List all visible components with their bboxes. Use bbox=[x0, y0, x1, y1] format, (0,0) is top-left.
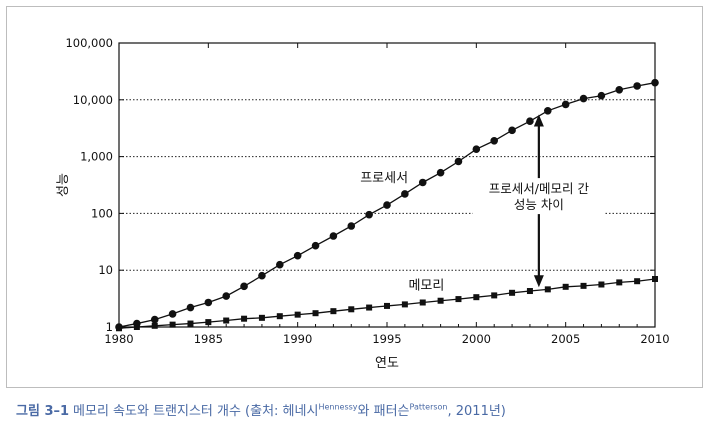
memory-point bbox=[544, 286, 551, 293]
y-tick-label: 100,000 bbox=[65, 36, 113, 50]
processor-point bbox=[544, 107, 552, 115]
gap-label-bg bbox=[472, 178, 605, 215]
caption-text-before: 메모리 속도와 트랜지스터 개수 (출처: 헤네시 bbox=[73, 404, 319, 419]
processor-point bbox=[347, 222, 356, 230]
processor-point bbox=[311, 241, 320, 250]
processor-point bbox=[365, 210, 373, 219]
memory-point bbox=[151, 322, 158, 329]
processor-point bbox=[293, 251, 302, 260]
caption-sup-hennessy: Hennessy bbox=[318, 402, 358, 412]
gap-label-line2: 성능 차이 bbox=[514, 197, 564, 212]
memory-point bbox=[223, 317, 230, 324]
caption-text-after: , 2011년) bbox=[447, 404, 506, 419]
processor-point bbox=[204, 298, 213, 307]
processor-point bbox=[472, 145, 481, 153]
caption-sup-patterson: Patterson bbox=[409, 402, 448, 412]
memory-point bbox=[580, 282, 587, 289]
memory-point bbox=[330, 308, 337, 315]
y-tick-label: 1 bbox=[106, 320, 113, 334]
processor-point bbox=[401, 190, 409, 198]
memory-point bbox=[491, 292, 498, 299]
gap-arrow-head-down bbox=[533, 275, 544, 288]
caption-figure-label: 그림 3–1 bbox=[16, 404, 70, 419]
memory-point bbox=[276, 313, 283, 320]
memory-point bbox=[509, 289, 516, 296]
processor-point bbox=[150, 315, 159, 324]
memory-point bbox=[473, 294, 480, 301]
y-tick-label: 10,000 bbox=[73, 93, 113, 107]
gap-label-line1: 프로세서/메모리 간 bbox=[489, 181, 590, 196]
y-tick-label: 100 bbox=[91, 206, 113, 220]
x-tick-label: 2000 bbox=[462, 332, 491, 346]
processor-point bbox=[597, 91, 606, 100]
processor-point bbox=[651, 78, 659, 87]
memory-point bbox=[562, 283, 569, 290]
y-axis-label: 성능 bbox=[56, 173, 71, 197]
x-tick-label: 1990 bbox=[283, 332, 312, 346]
y-tick-label: 10 bbox=[98, 263, 113, 277]
memory-point bbox=[366, 304, 373, 311]
processor-point bbox=[258, 271, 266, 280]
processor-point bbox=[222, 292, 230, 300]
memory-point bbox=[258, 314, 265, 321]
memory-point bbox=[169, 321, 176, 328]
memory-point bbox=[116, 325, 122, 332]
processor-point bbox=[168, 310, 177, 318]
memory-point bbox=[437, 297, 444, 304]
memory-point bbox=[652, 275, 658, 282]
processor-point bbox=[240, 282, 248, 291]
processor-point bbox=[418, 178, 427, 187]
memory-point bbox=[384, 302, 390, 309]
memory-point bbox=[294, 311, 301, 318]
memory-point bbox=[419, 299, 426, 306]
gap-arrow-head-up bbox=[533, 114, 544, 127]
processor-point bbox=[383, 201, 391, 209]
processor-series-label: 프로세서 bbox=[360, 171, 408, 186]
processor-point bbox=[436, 168, 445, 177]
processor-point bbox=[186, 303, 195, 312]
x-tick-label: 1980 bbox=[104, 332, 133, 346]
memory-point bbox=[401, 301, 408, 308]
memory-point bbox=[205, 319, 212, 326]
processor-point bbox=[615, 85, 624, 94]
memory-point bbox=[241, 315, 248, 322]
memory-point bbox=[455, 296, 462, 303]
memory-series-label: 메모리 bbox=[408, 278, 444, 293]
processor-point bbox=[526, 117, 534, 125]
y-tick-label: 1,000 bbox=[80, 150, 113, 164]
x-tick-label: 1985 bbox=[194, 332, 223, 346]
processor-point bbox=[329, 232, 338, 240]
processor-point bbox=[508, 126, 516, 135]
x-tick-label: 1995 bbox=[372, 332, 401, 346]
x-tick-label: 2010 bbox=[640, 332, 669, 346]
processor-point bbox=[490, 136, 499, 145]
processor-point bbox=[561, 100, 570, 109]
processor-point bbox=[633, 82, 641, 90]
memory-point bbox=[133, 324, 140, 330]
memory-point bbox=[616, 279, 623, 286]
memory-point bbox=[348, 306, 355, 313]
caption-text-middle: 와 패터슨 bbox=[357, 404, 410, 419]
processor-point bbox=[276, 260, 284, 269]
memory-point bbox=[598, 281, 605, 288]
x-axis-label: 연도 bbox=[375, 356, 399, 371]
processor-point bbox=[579, 94, 588, 103]
figure-caption: 그림 3–1 메모리 속도와 트랜지스터 개수 (출처: 헤네시Hennessy와… bbox=[16, 400, 506, 419]
memory-point bbox=[312, 310, 319, 317]
figure-frame: 1 10 100 1,000 10,000 100,000 1980 1985 1990 1995… bbox=[6, 6, 703, 388]
memory-point bbox=[187, 320, 194, 327]
memory-point bbox=[634, 278, 641, 285]
processor-point bbox=[454, 157, 463, 166]
memory-point bbox=[526, 288, 533, 295]
x-tick-label: 2005 bbox=[551, 332, 580, 346]
performance-chart: 1 10 100 1,000 10,000 100,000 1980 1985 1990 1995… bbox=[56, 36, 670, 371]
